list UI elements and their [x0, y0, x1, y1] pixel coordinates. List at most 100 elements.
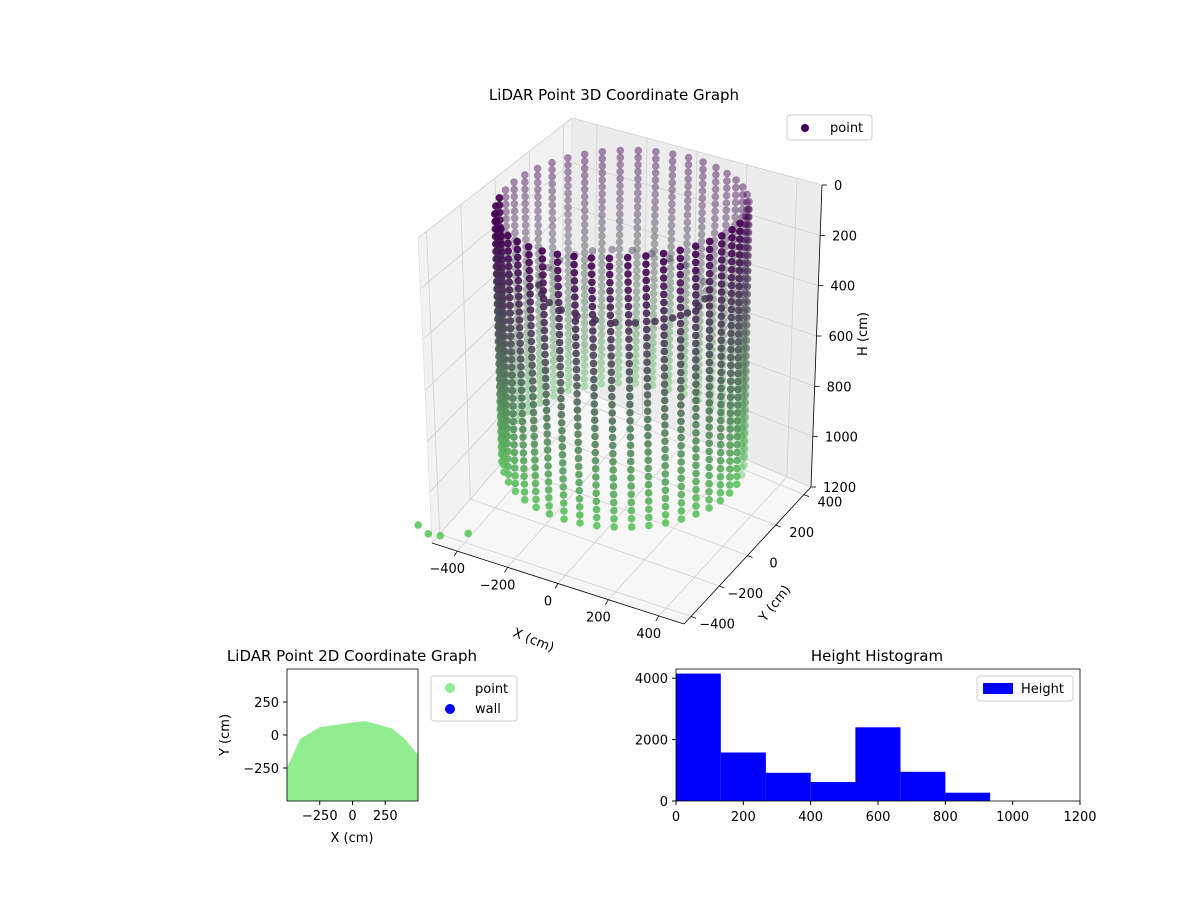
plot-3d-point: [521, 192, 529, 201]
plot-3d-point: [692, 502, 700, 510]
plot-3d-point: [726, 433, 734, 441]
plot-3d-point: [705, 302, 714, 310]
plot-3d-point: [515, 323, 524, 332]
plot-3d-point: [676, 327, 685, 336]
plot-3d-point: [684, 182, 692, 191]
plot-3d-point: [608, 417, 617, 425]
plot-3d-point: [614, 336, 623, 345]
plot-3d-point: [717, 248, 726, 256]
plot-3d-point: [615, 231, 624, 239]
plot-3d-point: [580, 333, 589, 341]
plot-3d-point: [531, 479, 540, 488]
plot-3d-point: [691, 266, 700, 275]
plot-3d-point: [503, 424, 511, 433]
plot-3d-point: [643, 382, 652, 391]
plot-3d-point: [676, 352, 685, 361]
plot-3d-point: [659, 274, 668, 282]
plot-3d-point: [705, 342, 714, 351]
plot-3d-point: [514, 261, 522, 269]
plot-3d-point: [631, 358, 640, 366]
plot-3d-point: [608, 425, 617, 434]
plot-3d-point: [683, 232, 691, 241]
plot-3d-point: [614, 343, 623, 352]
plot-3d-point: [533, 178, 542, 187]
plot-3d-point: [650, 275, 658, 284]
plot-3d-point: [531, 464, 539, 472]
plot-3d-point: [531, 487, 540, 496]
plot-3d-point: [556, 378, 565, 387]
plot-3d-point: [651, 162, 660, 170]
plot-3d-point: [521, 228, 530, 236]
plot-3d-point: [735, 259, 744, 267]
plot-3d-point: [511, 221, 519, 230]
plot-3d-point: [717, 376, 725, 385]
plot-3d-point: [526, 298, 535, 306]
plot-3d-ytick-label: 200: [789, 526, 814, 541]
plot-3d-point: [564, 154, 572, 162]
plot-3d-point: [682, 282, 690, 291]
plot-3d-point: [633, 259, 641, 268]
plot-3d-point: [711, 200, 719, 208]
plot-3d-point: [598, 204, 606, 212]
plot-3d-xtick-label: −400: [429, 562, 465, 577]
plot-3d-point: [742, 337, 751, 345]
plot-3d-point: [677, 393, 685, 401]
plot-3d-point: [738, 213, 746, 221]
plot-3d-point: [510, 448, 519, 457]
plot-3d-point: [660, 282, 668, 291]
plot-3d-point: [564, 344, 573, 353]
plot-3d-point: [726, 393, 735, 402]
plot-3d-point: [711, 222, 719, 230]
plot-3d-point: [726, 369, 735, 378]
plot-3d-point: [705, 439, 713, 448]
plot-3d-point: [717, 392, 725, 401]
plot-3d-point: [667, 214, 676, 223]
plot-2d-legend-label-point: point: [475, 682, 508, 697]
plot-3d-point: [560, 507, 568, 515]
plot-3d-point: [598, 218, 606, 226]
plot-3d-ztick-label: 600: [829, 330, 854, 345]
plot-3d-point: [514, 276, 523, 285]
plot-3d-point: [590, 408, 599, 416]
plot-3d-point: [733, 440, 742, 449]
plot-3d-point: [576, 519, 584, 527]
plot-3d-ytick: [803, 494, 810, 497]
plot-3d-point: [705, 245, 714, 254]
plot-3d-point: [556, 362, 564, 371]
plot-3d-point: [650, 247, 659, 255]
plot-3d-point: [575, 503, 584, 511]
plot-3d-point: [505, 278, 514, 286]
plot-3d-point: [545, 298, 553, 307]
plot-3d-point: [609, 449, 617, 458]
plot-2d-ylabel: Y (cm): [218, 714, 233, 757]
plot-3d-point: [504, 470, 513, 479]
plot-3d-point: [668, 171, 677, 180]
plot-3d-point: [743, 290, 751, 299]
plot-3d-point: [634, 175, 642, 183]
plot-3d-point: [705, 286, 714, 294]
plot-3d-point: [555, 306, 563, 315]
plot-3d-point: [741, 274, 750, 282]
plot-3d-point: [501, 186, 510, 194]
plot-3d-point: [598, 190, 606, 198]
plot-3d-point: [684, 175, 692, 183]
plot-3d-point: [677, 433, 685, 442]
plot-3d-point: [692, 477, 700, 486]
plot-3d-point: [698, 201, 706, 210]
plot-3d-point: [660, 315, 668, 323]
plot-3d-point: [677, 384, 685, 393]
plot-3d-point: [743, 305, 751, 314]
plot-3d-point: [504, 462, 512, 471]
plot-3d-point: [734, 353, 743, 362]
plot-3d-point: [668, 193, 676, 201]
plot-3d-point: [716, 440, 725, 449]
plot-3d-point: [728, 234, 736, 242]
plot-3d-point: [722, 221, 730, 229]
plot-3d-point: [741, 266, 750, 275]
plot-3d-point: [726, 457, 734, 465]
plot-3d-point: [502, 207, 510, 216]
plot-3d-point: [726, 401, 735, 410]
plot-3d-point: [607, 352, 615, 360]
plot-3d-point: [539, 279, 547, 287]
plot-3d-point: [498, 271, 507, 279]
